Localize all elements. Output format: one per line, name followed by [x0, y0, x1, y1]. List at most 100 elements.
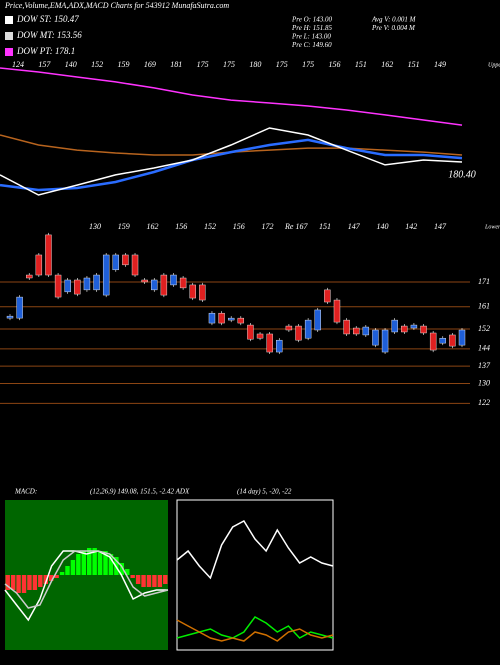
candle [362, 326, 370, 336]
panel-subtitle: (12,26,9) 149.08, 151.5, -2.42 ADX [90, 488, 190, 496]
candle [218, 312, 225, 324]
candle [93, 274, 100, 291]
candle [276, 339, 283, 353]
histogram-bar [27, 575, 32, 590]
histogram-bar [10, 575, 16, 590]
y-tick-label: 171 [478, 277, 490, 286]
top-annotation: 149 [434, 60, 446, 69]
candle [141, 279, 148, 283]
histogram-bar [157, 575, 163, 587]
top-annotation: 151 [319, 222, 331, 231]
line-series [0, 67, 463, 126]
line-series [176, 616, 334, 639]
top-annotation: 152 [204, 222, 216, 231]
top-annotation: 180 [249, 60, 261, 69]
line-series [0, 127, 463, 196]
y-tick-label: 161 [478, 302, 490, 311]
candle [6, 315, 14, 319]
candle [410, 324, 418, 329]
candle [285, 325, 293, 331]
info-text: Pre V: 0.004 M [371, 24, 416, 32]
candle [314, 309, 321, 331]
histogram-bar [38, 575, 43, 587]
top-annotation: 175 [276, 60, 288, 69]
y-tick-label: 144 [478, 344, 490, 353]
histogram-bar [59, 572, 65, 575]
candle [179, 277, 187, 289]
info-text: Pre L: 143.00 [291, 33, 331, 41]
top-annotation: 175 [197, 60, 209, 69]
histogram-bar [16, 575, 21, 593]
histogram-bar [152, 575, 157, 587]
candle [122, 254, 129, 266]
histogram-bar [54, 575, 59, 578]
candle [227, 317, 235, 321]
histogram-bar [135, 575, 141, 584]
top-annotation: 156 [329, 60, 341, 69]
histogram-bar [5, 575, 10, 590]
top-annotation: 156 [175, 222, 187, 231]
candle [449, 334, 456, 347]
legend-swatch [5, 32, 13, 40]
candle [324, 289, 331, 303]
candle [26, 274, 33, 279]
candle [381, 329, 389, 353]
histogram-bar [92, 548, 97, 575]
histogram-bar [119, 563, 125, 575]
panel-label: Uppe [488, 62, 500, 68]
top-annotation: 124 [12, 60, 24, 69]
histogram-bar [65, 566, 70, 575]
top-annotation: 175 [302, 60, 314, 69]
line-series [0, 138, 463, 192]
candle [74, 279, 81, 295]
histogram-bar [48, 575, 54, 581]
line-series [4, 550, 169, 609]
histogram-bar [87, 548, 92, 575]
y-tick-label: 152 [478, 324, 490, 333]
panel-bg [5, 500, 168, 650]
candle [54, 274, 62, 298]
line-series [176, 619, 334, 642]
candle [35, 254, 43, 276]
candle [256, 333, 264, 339]
top-annotation: 172 [262, 222, 274, 231]
candle [16, 296, 23, 319]
histogram-bar [32, 575, 38, 590]
legend-swatch [5, 16, 13, 24]
panel-title: (14 day) 5, -20, -22 [237, 488, 292, 496]
top-annotation: 181 [170, 60, 182, 69]
candle [170, 274, 177, 286]
histogram-bar [21, 575, 27, 593]
candle [266, 333, 273, 353]
candle [304, 319, 312, 339]
candle [131, 254, 139, 276]
histogram-bar [103, 551, 108, 575]
panel-frame [176, 499, 334, 651]
candle [295, 325, 302, 341]
top-annotation: 175 [223, 60, 235, 69]
candle [83, 277, 91, 291]
histogram-bar [146, 575, 152, 587]
legend-label: DOW PT: 178.1 [16, 46, 75, 56]
candle [199, 284, 206, 301]
top-annotation: 140 [65, 60, 77, 69]
histogram-bar [108, 554, 114, 575]
y-tick-label: 137 [478, 361, 491, 370]
info-text: Avg V: 0.001 M [371, 16, 417, 24]
candle [333, 299, 341, 323]
top-annotation: 169 [144, 60, 156, 69]
histogram-bar [130, 575, 135, 578]
candle [429, 332, 437, 351]
top-annotation: 151 [408, 60, 420, 69]
info-text: Pre C: 149.60 [291, 41, 332, 49]
candle [401, 325, 408, 333]
top-annotation: 156 [233, 222, 245, 231]
top-annotation: 140 [377, 222, 389, 231]
candle [237, 317, 245, 324]
top-annotation: 130 [89, 222, 101, 231]
y-tick-label: 122 [478, 398, 490, 407]
candle [458, 329, 466, 346]
candle [45, 234, 52, 276]
